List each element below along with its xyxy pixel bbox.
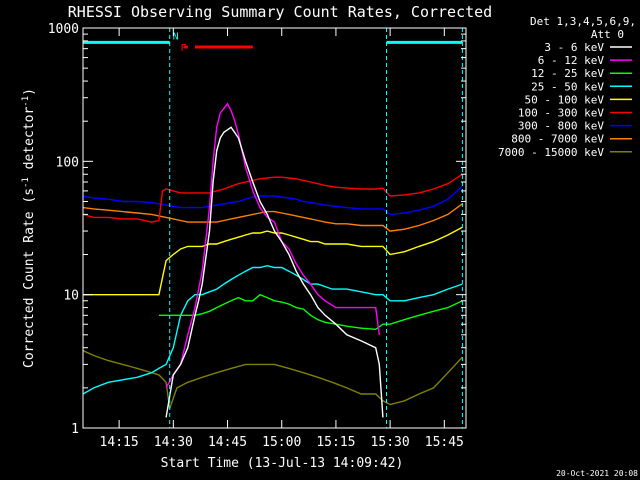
y-axis-label-end: ) xyxy=(22,88,37,96)
x-tick-label-3: 15:00 xyxy=(262,435,301,450)
legend-label-1: 6 - 12 keV xyxy=(538,54,605,67)
y-axis-label-mid: detector xyxy=(22,107,37,178)
series-line-6 xyxy=(82,185,463,216)
x-axis: 14:15 14:30 14:45 15:00 15:15 15:30 15:45 xyxy=(100,28,464,450)
legend-header-1: Det 1,3,4,5,6,9, xyxy=(530,15,636,28)
series-line-3 xyxy=(82,264,463,395)
legend-label-5: 100 - 300 keV xyxy=(518,107,604,120)
y-tick-label-3: 1000 xyxy=(48,22,79,37)
x-tick-label-6: 15:45 xyxy=(425,435,464,450)
y-tick-label-0: 1 xyxy=(71,422,79,437)
legend-label-8: 7000 - 15000 keV xyxy=(498,146,604,159)
legend-label-2: 12 - 25 keV xyxy=(531,67,604,80)
x-tick-label-4: 15:15 xyxy=(316,435,355,450)
chart-title: RHESSI Observing Summary Count Rates, Co… xyxy=(68,3,492,21)
series-line-0 xyxy=(165,126,384,418)
flare-marker: F xyxy=(181,43,187,54)
series-line-1 xyxy=(165,102,380,389)
y-axis-label-main: Corrected Count Rate (s xyxy=(22,188,37,368)
footer-date: 20-Oct-2021 20:08 xyxy=(556,469,638,478)
x-axis-label: Start Time (13-Jul-13 14:09:42) xyxy=(161,456,404,471)
y-axis-label-exp-2: -1 xyxy=(21,96,31,107)
y-tick-label-2: 100 xyxy=(56,155,79,170)
marker-layer: NF xyxy=(83,28,463,428)
night-marker: N xyxy=(173,31,179,42)
legend-label-4: 50 - 100 keV xyxy=(525,93,605,106)
legend-label-7: 800 - 7000 keV xyxy=(511,133,604,146)
series-layer xyxy=(82,102,463,418)
x-tick-label-0: 14:15 xyxy=(100,435,139,450)
y-tick-label-1: 10 xyxy=(63,289,79,304)
legend-label-3: 25 - 50 keV xyxy=(531,80,604,93)
plot-frame xyxy=(82,27,467,429)
y-axis: 1 10 100 1000 xyxy=(48,22,466,437)
y-axis-label-exp-1: -1 xyxy=(21,177,31,188)
y-axis-label: Corrected Count Rate (s-1 detector-1) xyxy=(21,88,37,368)
x-tick-label-2: 14:45 xyxy=(208,435,247,450)
x-tick-label-5: 15:30 xyxy=(371,435,410,450)
series-line-7 xyxy=(82,203,463,232)
series-line-2 xyxy=(158,293,463,331)
legend-header-2: Att 0 xyxy=(591,28,624,41)
series-line-4 xyxy=(83,226,463,296)
x-tick-label-1: 14:30 xyxy=(154,435,193,450)
legend-label-0: 3 - 6 keV xyxy=(544,41,604,54)
legend-label-6: 300 - 800 keV xyxy=(518,120,604,133)
